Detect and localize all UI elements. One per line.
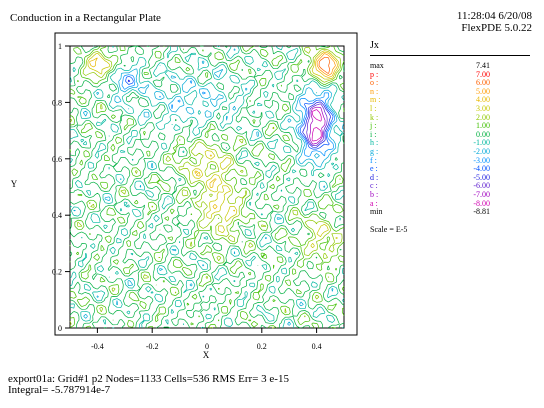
x-tick-label: 0.4 — [312, 342, 322, 351]
contour-lines — [69, 45, 345, 329]
legend-level-value: 6.00 — [476, 78, 490, 88]
legend-level-label: d : — [370, 172, 379, 182]
legend-level-6: j : 1.00 — [370, 122, 530, 131]
legend-level-label: k : — [370, 112, 379, 122]
y-tick-label: 0.8 — [52, 98, 62, 107]
legend-level-value: 2.00 — [476, 112, 490, 122]
legend-level-value: -3.00 — [473, 155, 490, 165]
contour-level-8 — [69, 45, 345, 329]
contour-level-3 — [89, 51, 338, 212]
legend-level-label: e : — [370, 164, 378, 174]
x-tick-label: 0 — [205, 342, 209, 351]
contour-level-2 — [316, 53, 336, 76]
legend-divider — [370, 55, 530, 56]
plot-title: Conduction in a Rectangular Plate — [10, 12, 161, 24]
legend-level-label: h : — [370, 138, 379, 148]
legend-level-4: l : 3.00 — [370, 103, 530, 114]
legend-max-row: max 7.41 — [370, 61, 530, 71]
contour-level-14 — [309, 106, 326, 145]
legend-level-value: -1.00 — [473, 138, 490, 148]
legend-level-value: 7.00 — [476, 69, 490, 79]
legend-level-value: -7.00 — [473, 189, 490, 199]
contour-level-1 — [318, 56, 331, 74]
y-tick-label: 0.4 — [52, 211, 62, 220]
version-label: FlexPDE 5.0.22 — [461, 22, 532, 34]
y-tick-label: 0.6 — [52, 155, 62, 164]
legend-level-value: 0.00 — [476, 129, 490, 139]
legend-level-label: g : — [370, 146, 379, 156]
legend-level-7: i : 0.00 — [370, 129, 530, 140]
legend-level-10: f : -3.00 — [370, 155, 530, 166]
contour-level-13 — [306, 103, 328, 146]
legend-level-label: i : — [370, 129, 377, 139]
contour-plot: -0.4 -0.2 0 0.2 0.4 0 0.2 0.4 0.6 0.8 1 X Y — [11, 32, 358, 360]
axes: -0.4 -0.2 0 0.2 0.4 0 0.2 0.4 0.6 0.8 1 — [52, 42, 322, 351]
legend-level-value: 5.00 — [476, 86, 490, 96]
contour-level-12 — [127, 79, 332, 148]
legend-min-row: min -8.81 — [370, 207, 530, 217]
contour-level-11 — [125, 75, 334, 150]
legend-max-label: max — [370, 61, 384, 70]
legend-level-label: j : — [370, 121, 377, 131]
legend-level-12: d : -5.00 — [370, 172, 530, 183]
contour-level-4 — [87, 50, 340, 249]
contour-level-9 — [73, 48, 345, 326]
legend-level-value: 4.00 — [476, 95, 490, 105]
footer: export01a: Grid#1 p2 Nodes=1133 Cells=53… — [8, 374, 289, 396]
legend-level-11: e : -4.00 — [370, 165, 530, 174]
contour-level-5 — [69, 46, 343, 329]
legend-level-label: f : — [370, 155, 377, 165]
legend-level-9: g : -2.00 — [370, 146, 530, 157]
legend-level-label: l : — [370, 103, 377, 113]
legend-level-label: a : — [370, 198, 378, 208]
legend-level-13: c : -6.00 — [370, 182, 530, 191]
y-axis-label: Y — [11, 179, 18, 189]
legend-level-value: -4.00 — [473, 164, 490, 174]
legend-level-label: o : — [370, 78, 379, 88]
legend-level-14: b : -7.00 — [370, 189, 530, 200]
legend-level-3: m : 4.00 — [370, 96, 530, 105]
legend-level-label: c : — [370, 181, 378, 191]
legend-level-label: m : — [370, 95, 381, 105]
legend-max-value: 7.41 — [476, 61, 490, 70]
timestamp: 11:28:04 6/20/08 — [456, 10, 532, 22]
y-tick-label: 1 — [58, 42, 62, 51]
contour-level-10 — [121, 74, 335, 157]
legend-level-value: 3.00 — [476, 103, 490, 113]
x-tick-label: -0.2 — [146, 342, 159, 351]
legend-level-label: n : — [370, 86, 379, 96]
legend: Jx max 7.41 p : 7.00 o : 6.00 n : 5.00 m : 4.00… — [370, 40, 530, 234]
legend-level-value: -6.00 — [473, 181, 490, 191]
y-tick-label: 0 — [58, 324, 62, 333]
legend-level-value: -8.00 — [473, 198, 490, 208]
legend-level-5: k : 2.00 — [370, 112, 530, 123]
legend-level-15: a : -8.00 — [370, 198, 530, 209]
legend-min-value: -8.81 — [473, 207, 490, 217]
timestamp-block: 11:28:04 6/20/08 FlexPDE 5.0.22 — [457, 10, 532, 34]
footer-integral: Integral= -5.787914e-7 — [8, 384, 111, 396]
contour-level-6 — [69, 45, 345, 329]
legend-level-1: o : 6.00 — [370, 79, 530, 88]
legend-level-value: 1.00 — [476, 121, 490, 131]
legend-min-label: min — [370, 207, 383, 217]
plot-frame — [54, 32, 358, 336]
legend-scale: Scale = E-5 — [370, 224, 408, 234]
footer-grid-info: export01a: Grid#1 p2 Nodes=1133 Cells=53… — [8, 373, 289, 385]
legend-level-2: n : 5.00 — [370, 86, 530, 97]
contour-level-15 — [311, 109, 322, 142]
x-tick-label: 0.2 — [257, 342, 267, 351]
legend-level-value: -5.00 — [473, 172, 490, 182]
legend-level-label: p : — [370, 69, 379, 79]
contour-level-7 — [69, 45, 345, 329]
legend-level-0: p : 7.00 — [370, 69, 530, 80]
legend-levels: p : 7.00 o : 6.00 n : 5.00 m : 4.00 l : 3.00 k : 2.… — [370, 69, 530, 209]
x-tick-label: -0.4 — [91, 342, 104, 351]
legend-level-value: -2.00 — [473, 146, 490, 156]
legend-level-label: b : — [370, 189, 379, 199]
legend-level-8: h : -1.00 — [370, 139, 530, 148]
x-axis-label: X — [203, 350, 210, 360]
legend-variable: Jx — [370, 40, 379, 51]
y-tick-label: 0.2 — [52, 268, 62, 277]
